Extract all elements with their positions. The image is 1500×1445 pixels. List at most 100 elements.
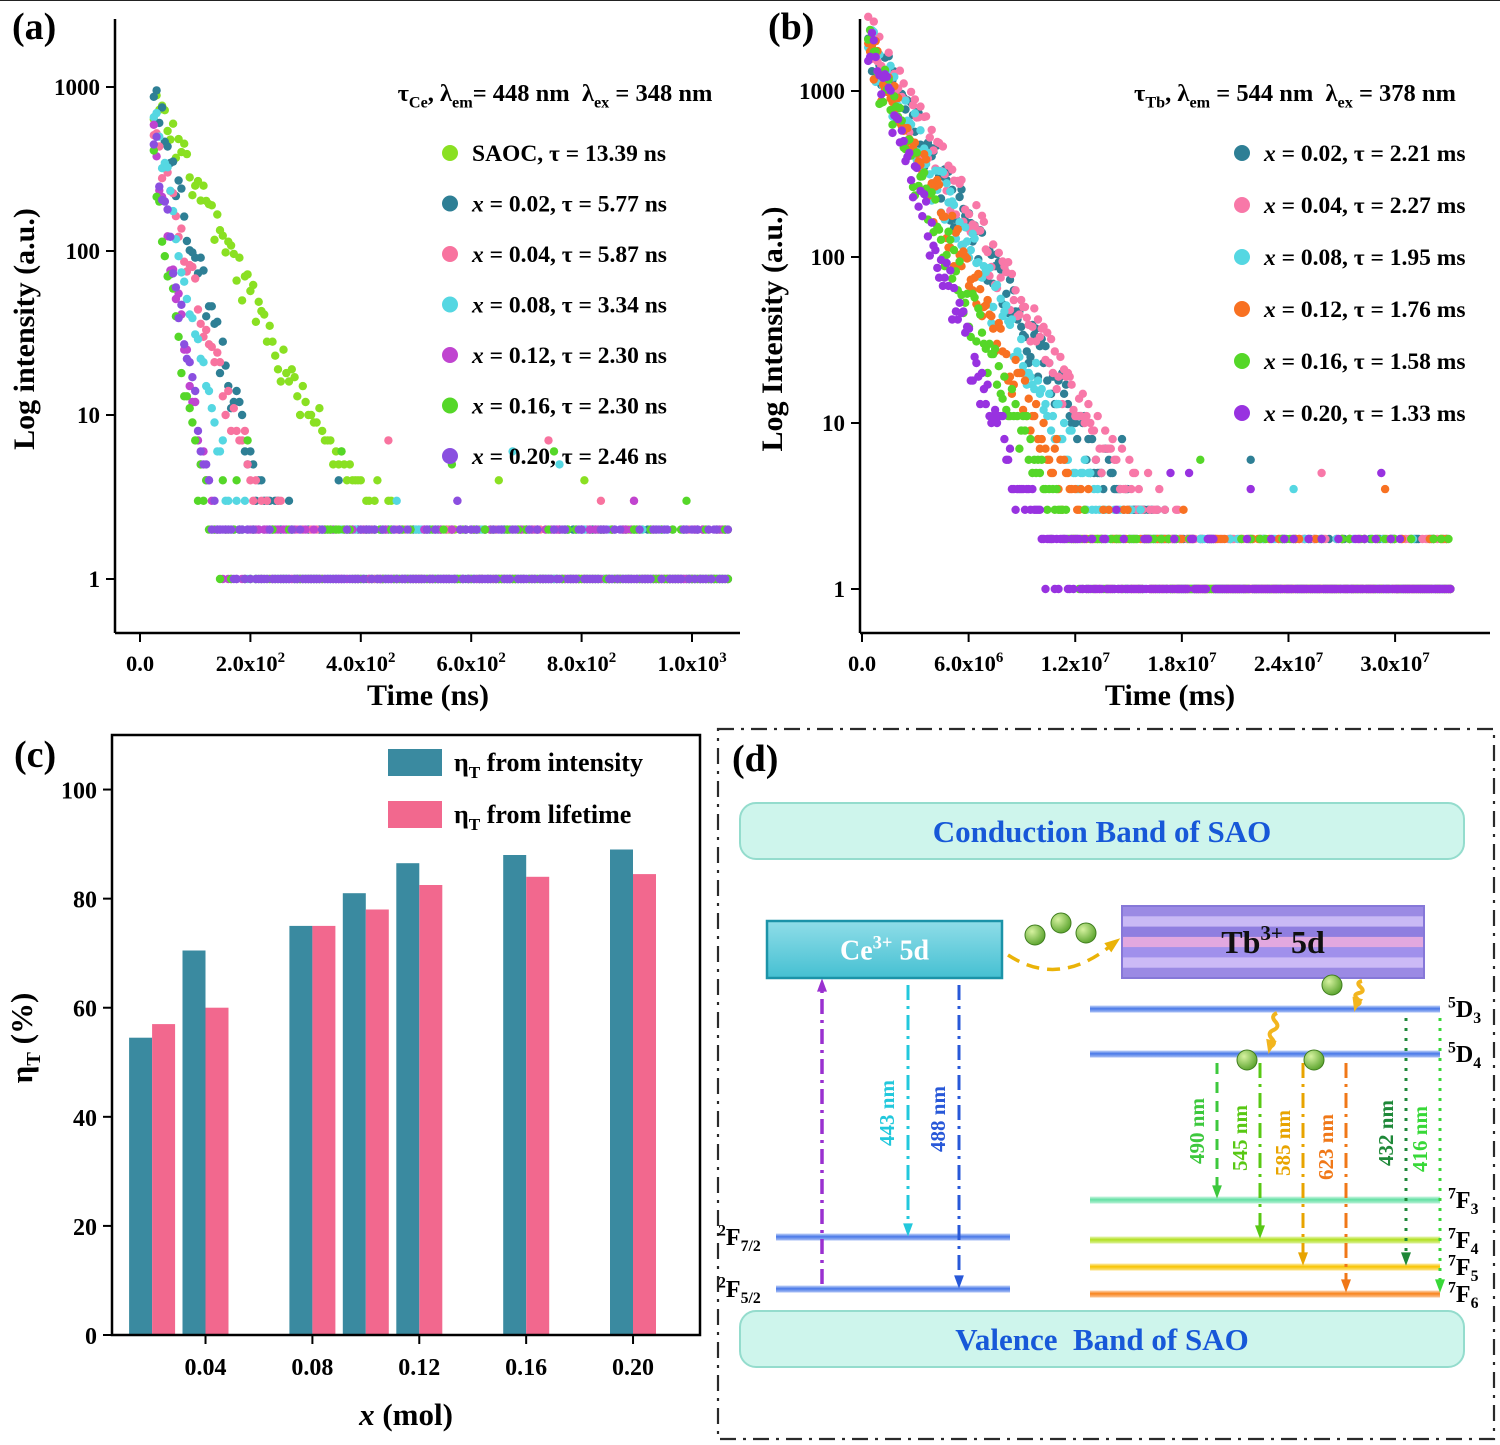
level-label-7F6: 7F6 xyxy=(1448,1279,1479,1312)
bar-x0.08-s0 xyxy=(289,925,313,1335)
x-tick-label: 3.0x107 xyxy=(1360,650,1430,676)
bar-x0.02-s0 xyxy=(129,1037,153,1335)
x-tick-label: 4.0x102 xyxy=(326,650,395,676)
valence-band-label: Valence Band of SAO xyxy=(955,1322,1248,1357)
x-tick-label: 0.0 xyxy=(126,651,154,676)
energy-transfer-arrow xyxy=(1007,941,1116,972)
electron xyxy=(1321,974,1343,996)
legend-swatch xyxy=(388,749,442,776)
arrow-head xyxy=(1401,1252,1411,1266)
panel-label-b: (b) xyxy=(768,6,815,48)
arrow-head xyxy=(1212,1185,1222,1199)
legend-label: x = 0.20, τ = 1.33 ms xyxy=(1263,401,1465,427)
level-5D4 xyxy=(1090,1050,1440,1058)
tb-stripe xyxy=(1122,957,1424,969)
plot-frame xyxy=(110,733,702,1337)
energy-level-diagram: Conduction Band of SAO Valence Band of SA… xyxy=(716,727,1496,1441)
data-points xyxy=(149,86,733,584)
x-tick-label: 0.0 xyxy=(848,651,876,676)
data-points xyxy=(864,12,1455,594)
transition-label-em432: 432 nm xyxy=(1374,1100,1398,1166)
x-tick-label: 2.4x107 xyxy=(1254,650,1324,676)
bar-x0.16-s0 xyxy=(503,855,527,1335)
legend-label: x = 0.16, τ = 1.58 ms xyxy=(1263,349,1465,375)
tb-stripe xyxy=(1122,967,1424,979)
arrow-head xyxy=(1341,1279,1351,1293)
y-tick-label: 10 xyxy=(77,403,100,428)
transition-label-em545: 545 nm xyxy=(1228,1105,1252,1171)
tb-5d-label: Tb3+ 5d xyxy=(1221,921,1325,960)
x-axis-title: Time (ms) xyxy=(1105,679,1235,712)
legend-marker xyxy=(442,145,458,161)
x-axis-title: Time (ns) xyxy=(367,679,489,712)
y-tick-label: 40 xyxy=(73,1106,97,1132)
legend-label: x = 0.02, τ = 5.77 ns xyxy=(471,192,667,218)
transition-label-em490: 490 nm xyxy=(1185,1098,1209,1164)
y-axis-title: Log Intensity (a.u.) xyxy=(756,206,789,451)
series-5-points xyxy=(864,28,1455,594)
x-tick-label: 0.20 xyxy=(612,1355,654,1381)
panel-d-energy-level-diagram: (d) Conduction Band of SAO Valence Band o… xyxy=(712,723,1500,1445)
ce-decay-plot: 0.0 2.0x102 4.0x102 6.0x102 8.0x102 1.0x103 1 1… xyxy=(8,19,740,712)
arrow-head xyxy=(1104,938,1121,953)
legend-marker xyxy=(1234,405,1250,421)
bar-x0.2-s1 xyxy=(633,874,656,1335)
legend-label: x = 0.16, τ = 2.30 ns xyxy=(471,394,667,420)
x-tick-label: 0.08 xyxy=(291,1355,333,1381)
plot-title: τCe, λem= 448 nm λex = 348 nm xyxy=(398,80,713,111)
legend-label: x = 0.02, τ = 2.21 ms xyxy=(1263,141,1465,167)
level-5D3 xyxy=(1090,1005,1440,1013)
y-tick-label: 1 xyxy=(89,567,101,592)
level-label-2F72: 2F7/2 xyxy=(718,1222,761,1255)
tb-stripe xyxy=(1122,916,1424,928)
electron xyxy=(1303,1049,1325,1071)
arrow-head xyxy=(1255,1225,1265,1239)
electron xyxy=(1050,912,1072,934)
conduction-band xyxy=(739,802,1465,860)
legend-label: ηT from intensity xyxy=(454,748,643,782)
arrow-head xyxy=(954,1275,964,1289)
panel-label-a: (a) xyxy=(12,6,57,48)
level-7F5 xyxy=(1090,1263,1440,1271)
x-tick-label: 1.0x103 xyxy=(657,650,726,676)
level-label-5D3: 5D3 xyxy=(1448,994,1481,1027)
series-6-points xyxy=(149,132,733,584)
x-tick-label: 6.0x106 xyxy=(934,650,1004,676)
panel-b-tb-decay-chart: (b) 0.0 6.0x106 1.2x107 1.8x107 2.4x107 3.0x1… xyxy=(750,1,1500,723)
electron xyxy=(1024,924,1046,946)
panel-a-ce-decay-chart: (a) 0.0 2.0x102 4.0x102 6.0x102 8.0x102 1.0x1… xyxy=(0,1,750,723)
legend-swatch xyxy=(388,801,442,828)
y-tick-label: 1000 xyxy=(799,79,845,104)
legend-marker xyxy=(442,397,458,414)
arrow-head xyxy=(817,978,827,992)
arrow-head xyxy=(903,1223,913,1237)
bar-x0.12-s1 xyxy=(419,885,443,1335)
tb-stripe xyxy=(1122,906,1424,917)
efficiency-bar-plot: 0.04 0.08 0.12 0.16 0.20 0 20 40 60 80 100 x (mol) η… xyxy=(4,733,702,1432)
panel-label-d: (d) xyxy=(732,738,779,780)
level-label-7F4: 7F4 xyxy=(1448,1225,1479,1258)
ce-5d-label: Ce3+ 5d xyxy=(840,933,929,966)
legend-marker xyxy=(1234,301,1250,317)
arrow-head xyxy=(1435,1279,1445,1293)
tb-stripe xyxy=(1122,926,1424,938)
y-tick-label: 80 xyxy=(73,888,97,914)
bar-x0.04-s0 xyxy=(182,950,206,1335)
level-7F4 xyxy=(1090,1236,1440,1244)
level-2F52 xyxy=(776,1285,1010,1293)
y-axis-title: Log intensity (a.u.) xyxy=(8,208,41,450)
legend-marker xyxy=(1234,145,1250,161)
legend-marker xyxy=(1234,353,1250,369)
x-tick-label: 0.12 xyxy=(398,1355,440,1381)
bar-x0.12-s0 xyxy=(396,863,420,1335)
valence-band xyxy=(739,1310,1465,1368)
y-tick-label: 10 xyxy=(822,411,845,436)
legend-label: x = 0.12, τ = 2.30 ns xyxy=(471,343,667,369)
bar-x0.2-s0 xyxy=(610,849,633,1335)
level-label-5D4: 5D4 xyxy=(1448,1039,1481,1072)
transition-label-em623: 623 nm xyxy=(1314,1114,1338,1180)
y-tick-label: 1000 xyxy=(54,75,100,100)
legend-marker xyxy=(442,347,458,363)
panel-d-border xyxy=(716,727,1496,1441)
